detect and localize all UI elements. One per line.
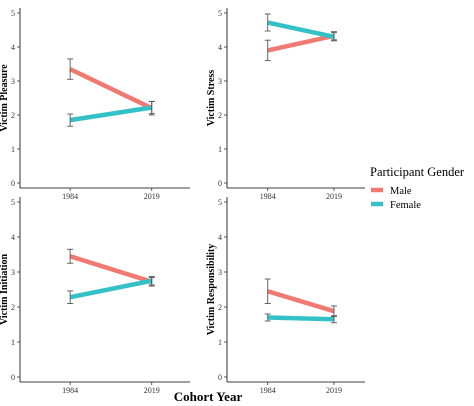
y-tick-label: 0 xyxy=(11,179,15,188)
x-tick-label: 2019 xyxy=(144,386,160,395)
y-tick-label: 3 xyxy=(11,77,15,86)
y-tick-label: 4 xyxy=(218,43,222,52)
y-axis-title: Victim Initiation xyxy=(0,254,10,325)
error-bar-male xyxy=(264,39,271,62)
y-tick-label: 1 xyxy=(218,338,222,347)
legend: Participant Gender Male Female xyxy=(370,165,465,211)
error-bar-female xyxy=(148,276,155,286)
y-axis-title: Victim Stress xyxy=(206,70,217,126)
x-tick-label: 1984 xyxy=(260,386,276,395)
x-tick-label: 1984 xyxy=(62,192,78,201)
y-tick-label: 2 xyxy=(218,303,222,312)
error-bar-female xyxy=(148,100,155,115)
series-line-female xyxy=(267,20,335,39)
x-tick-label: 1984 xyxy=(260,192,276,201)
legend-entry-female: Female xyxy=(371,200,421,211)
error-bar-female xyxy=(67,290,74,304)
error-bar-male xyxy=(67,248,74,264)
error-bar-male xyxy=(67,58,74,80)
series-line-female xyxy=(267,315,335,322)
panel-victim-stress: 0 1 2 3 4 5 1984 2019 Victim Stress xyxy=(206,8,365,201)
y-axis-title: Victim Pleasure xyxy=(0,64,10,132)
series-line-male xyxy=(267,289,335,314)
error-bar-female xyxy=(330,32,337,42)
x-tick-label: 1984 xyxy=(62,386,78,395)
panels-layer: 0 1 2 3 4 5 1984 2019 Victim Pleasure 0 1 2 3 4 5 1984 2… xyxy=(0,8,365,395)
x-tick-label: 2019 xyxy=(326,386,342,395)
y-tick-label: 1 xyxy=(218,145,222,154)
error-bar-female xyxy=(67,113,74,127)
error-bar-female xyxy=(264,13,271,32)
panel-victim-responsibility: 0 1 2 3 4 5 1984 2019 Victim Responsibility xyxy=(206,197,365,395)
x-tick-label: 2019 xyxy=(326,192,342,201)
y-tick-label: 2 xyxy=(11,303,15,312)
series-line-male xyxy=(267,33,335,53)
error-bar-female xyxy=(264,313,271,322)
y-tick-label: 0 xyxy=(218,373,222,382)
error-bar-female xyxy=(330,315,337,324)
y-tick-label: 2 xyxy=(11,111,15,120)
y-tick-label: 5 xyxy=(218,198,222,207)
series-line-male xyxy=(69,67,153,111)
y-tick-label: 4 xyxy=(11,233,15,242)
y-tick-label: 4 xyxy=(218,233,222,242)
x-axis-title: Cohort Year xyxy=(174,389,243,404)
y-axis-title: Victim Responsibility xyxy=(206,244,217,336)
legend-label-male: Male xyxy=(390,186,412,197)
series-line-male xyxy=(69,254,153,284)
legend-label-female: Female xyxy=(390,200,421,211)
y-tick-label: 2 xyxy=(218,111,222,120)
y-tick-label: 5 xyxy=(11,198,15,207)
y-tick-label: 1 xyxy=(11,338,15,347)
y-tick-label: 3 xyxy=(218,77,222,86)
series-line-female xyxy=(69,278,153,300)
panel-victim-initiation: 0 1 2 3 4 5 1984 2019 Victim Initiation xyxy=(0,197,190,395)
y-tick-label: 3 xyxy=(11,268,15,277)
y-tick-label: 5 xyxy=(11,9,15,18)
y-tick-label: 1 xyxy=(11,145,15,154)
x-tick-label: 2019 xyxy=(144,192,160,201)
series-line-female xyxy=(69,105,153,123)
legend-title: Participant Gender xyxy=(370,165,465,179)
y-tick-label: 0 xyxy=(11,373,15,382)
panel-victim-pleasure: 0 1 2 3 4 5 1984 2019 Victim Pleasure xyxy=(0,8,190,201)
error-bar-male xyxy=(264,278,271,304)
y-tick-label: 3 xyxy=(218,268,222,277)
y-tick-label: 0 xyxy=(218,179,222,188)
y-tick-label: 5 xyxy=(218,9,222,18)
y-tick-label: 4 xyxy=(11,43,15,52)
legend-entry-male: Male xyxy=(371,186,412,197)
